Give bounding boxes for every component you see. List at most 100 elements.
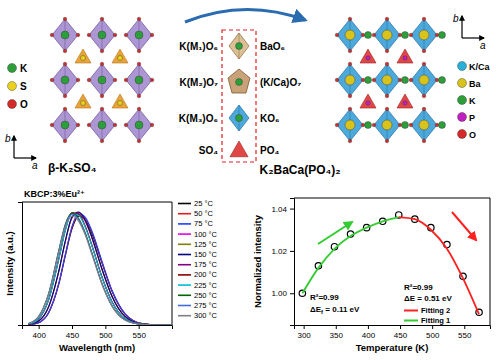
atom <box>348 17 352 21</box>
atom <box>98 121 106 129</box>
atom <box>385 17 389 21</box>
arrow <box>462 37 484 38</box>
atom <box>403 101 407 105</box>
atom <box>385 62 389 66</box>
atom <box>385 49 389 53</box>
atom <box>76 78 80 82</box>
legend-label: K <box>469 96 476 106</box>
legend-label: Ba <box>469 79 481 89</box>
series-line <box>29 213 172 325</box>
polyhedron <box>126 109 152 141</box>
axis-line <box>18 203 23 326</box>
atom <box>419 75 429 85</box>
atom <box>435 78 439 82</box>
atom <box>365 32 372 39</box>
atom <box>50 78 54 82</box>
atom <box>63 94 67 98</box>
atom <box>335 33 339 37</box>
tick-label: 500 <box>99 331 113 340</box>
polyhedron <box>52 64 78 96</box>
axis <box>18 203 23 326</box>
axis-indicator: ba <box>5 133 38 171</box>
atom <box>137 139 141 143</box>
atom <box>87 33 91 37</box>
atom <box>361 33 365 37</box>
tick-mark <box>304 325 305 329</box>
atom <box>385 94 389 98</box>
legend-swatch <box>404 320 418 322</box>
atom <box>402 32 409 39</box>
legend-label: 200 °C <box>194 270 218 279</box>
tick: 350 <box>330 325 344 340</box>
atom <box>100 139 104 143</box>
atom <box>100 94 104 98</box>
polyhedron <box>89 109 115 141</box>
legend-swatch <box>178 233 191 235</box>
legend: Fitting 2Fitting 1 <box>404 306 450 325</box>
atom <box>458 113 467 122</box>
legend-label: Fitting 2 <box>421 306 450 315</box>
tick-label: 1.02 <box>271 247 287 256</box>
y-axis-title: Normalized intensity <box>252 214 263 308</box>
atom <box>236 115 243 122</box>
atom <box>345 120 355 130</box>
polyhedron <box>374 19 400 51</box>
atom <box>150 123 154 127</box>
tick-mark <box>432 325 433 329</box>
legend-label: K/Ca <box>469 62 490 72</box>
annotation-text: = 0.11 eV <box>323 305 360 314</box>
series-line <box>29 212 172 325</box>
series-line <box>29 212 172 325</box>
atom <box>409 78 413 82</box>
atom <box>385 139 389 143</box>
annotation-text: R²=0.99 <box>310 293 339 302</box>
atom <box>366 56 370 60</box>
polyhedron <box>374 109 400 141</box>
atom <box>137 107 141 111</box>
atom <box>403 56 407 60</box>
atom <box>458 62 467 71</box>
legend-label: 250 °C <box>194 291 218 300</box>
atom <box>419 120 429 130</box>
polyhedron <box>411 64 437 96</box>
atom <box>402 77 409 84</box>
legend-swatch <box>178 294 191 296</box>
legend-label: 100 °C <box>194 230 218 239</box>
structure-diagram: KSObaβ-K₂SO₄K/CaBaKPObaK₂BaCa(PO₄)₂K(M₁)… <box>5 9 490 177</box>
atom <box>118 101 123 106</box>
axis-line <box>290 199 295 326</box>
structure-title: β-K₂SO₄ <box>48 161 97 175</box>
y-axis-title: Intensity (a.u.) <box>4 231 15 295</box>
atom <box>236 43 243 50</box>
atom <box>100 17 104 21</box>
tick-mark <box>139 325 140 329</box>
polyhedron <box>337 19 363 51</box>
series-line <box>29 213 172 325</box>
atom <box>100 107 104 111</box>
legend-label: P <box>469 113 475 123</box>
polyhedron <box>229 105 249 131</box>
legend-swatch <box>178 264 191 266</box>
legend: 25 °C50 °C75 °C100 °C125 °C150 °C175 °C2… <box>178 199 218 320</box>
polyhedron <box>126 19 152 51</box>
atom <box>137 49 141 53</box>
atom <box>365 122 372 129</box>
atom <box>365 77 372 84</box>
atom <box>63 49 67 53</box>
tick-label: 450 <box>394 331 408 340</box>
series-line <box>29 213 172 325</box>
site-label: K(M₁)O₆ <box>179 41 218 52</box>
chart: 3003504004505005501.001.021.04Temperatur… <box>252 198 491 353</box>
legend-swatch <box>404 310 418 312</box>
atom <box>422 17 426 21</box>
atom <box>422 139 426 143</box>
tick-mark <box>290 293 294 294</box>
tick: 450 <box>394 325 408 340</box>
legend-swatch <box>178 244 191 246</box>
tick-mark <box>72 325 73 329</box>
legend-label: 175 °C <box>194 260 218 269</box>
tetrahedron <box>397 94 413 108</box>
site-label: BaO₆ <box>260 41 285 52</box>
atom <box>8 64 17 73</box>
atom <box>61 76 69 84</box>
